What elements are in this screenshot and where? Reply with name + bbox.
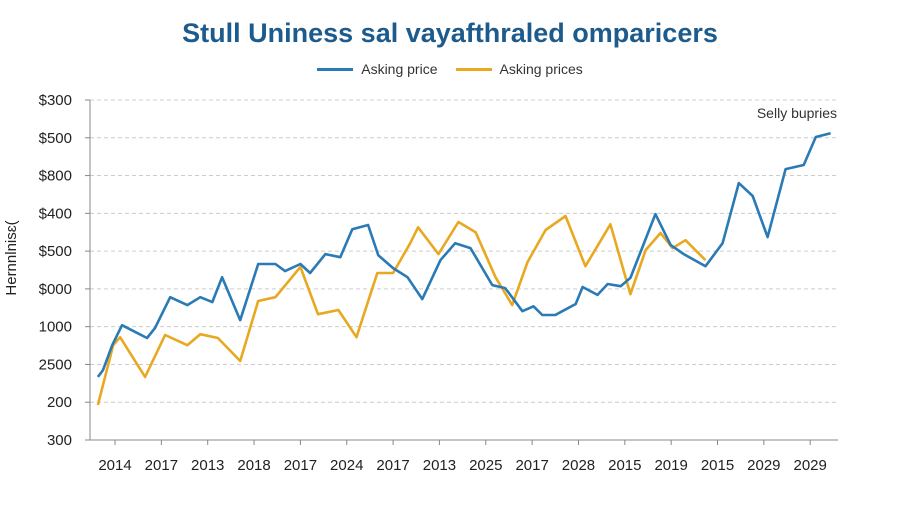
x-tick-label: 2024 <box>330 457 363 474</box>
x-tick-label: 2017 <box>515 457 548 474</box>
x-tick-label: 2013 <box>423 457 456 474</box>
x-tick-label: 2018 <box>237 457 270 474</box>
legend-swatch-orange <box>455 67 492 71</box>
y-tick-label: $500 <box>39 243 72 260</box>
y-axis-label: Hernnlnisɛ( <box>3 220 20 295</box>
legend-label: Asking price <box>361 61 438 77</box>
x-tick-label: 2015 <box>608 457 641 474</box>
x-tick-label: 2017 <box>376 457 409 474</box>
x-tick-label: 2028 <box>562 457 595 474</box>
legend: Asking price Asking prices <box>0 61 900 77</box>
series-line-0 <box>96 131 831 378</box>
annotation: Selly bupries <box>757 105 837 121</box>
x-tick-label: 2029 <box>747 457 780 474</box>
y-tick-label: $400 <box>39 205 72 222</box>
legend-swatch-blue <box>317 67 354 71</box>
y-tick-label: $800 <box>39 168 72 185</box>
y-tick-label: 200 <box>47 394 72 411</box>
x-tick-label: 2017 <box>145 457 178 474</box>
y-tick-label: $000 <box>39 281 72 298</box>
series-line-1 <box>96 214 707 406</box>
y-tick-label: 1000 <box>39 319 72 336</box>
y-tick-label: $300 <box>39 92 72 109</box>
y-tick-label: 300 <box>47 432 72 449</box>
legend-label: Asking prices <box>499 61 583 77</box>
x-tick-label: 2015 <box>701 457 734 474</box>
chart-title: Stull Uniness sal vayafthraled omparicer… <box>182 18 718 48</box>
x-tick-label: 2014 <box>98 457 131 474</box>
y-tick-label: 2500 <box>39 356 72 373</box>
x-tick-label: 2013 <box>191 457 224 474</box>
x-tick-label: 2029 <box>794 457 827 474</box>
x-tick-label: 2019 <box>654 457 687 474</box>
x-tick-label: 2025 <box>469 457 502 474</box>
x-tick-label: 2017 <box>284 457 317 474</box>
legend-item-asking-prices: Asking prices <box>455 61 583 77</box>
legend-item-asking-price: Asking price <box>317 61 438 77</box>
y-tick-label: $500 <box>39 130 72 147</box>
